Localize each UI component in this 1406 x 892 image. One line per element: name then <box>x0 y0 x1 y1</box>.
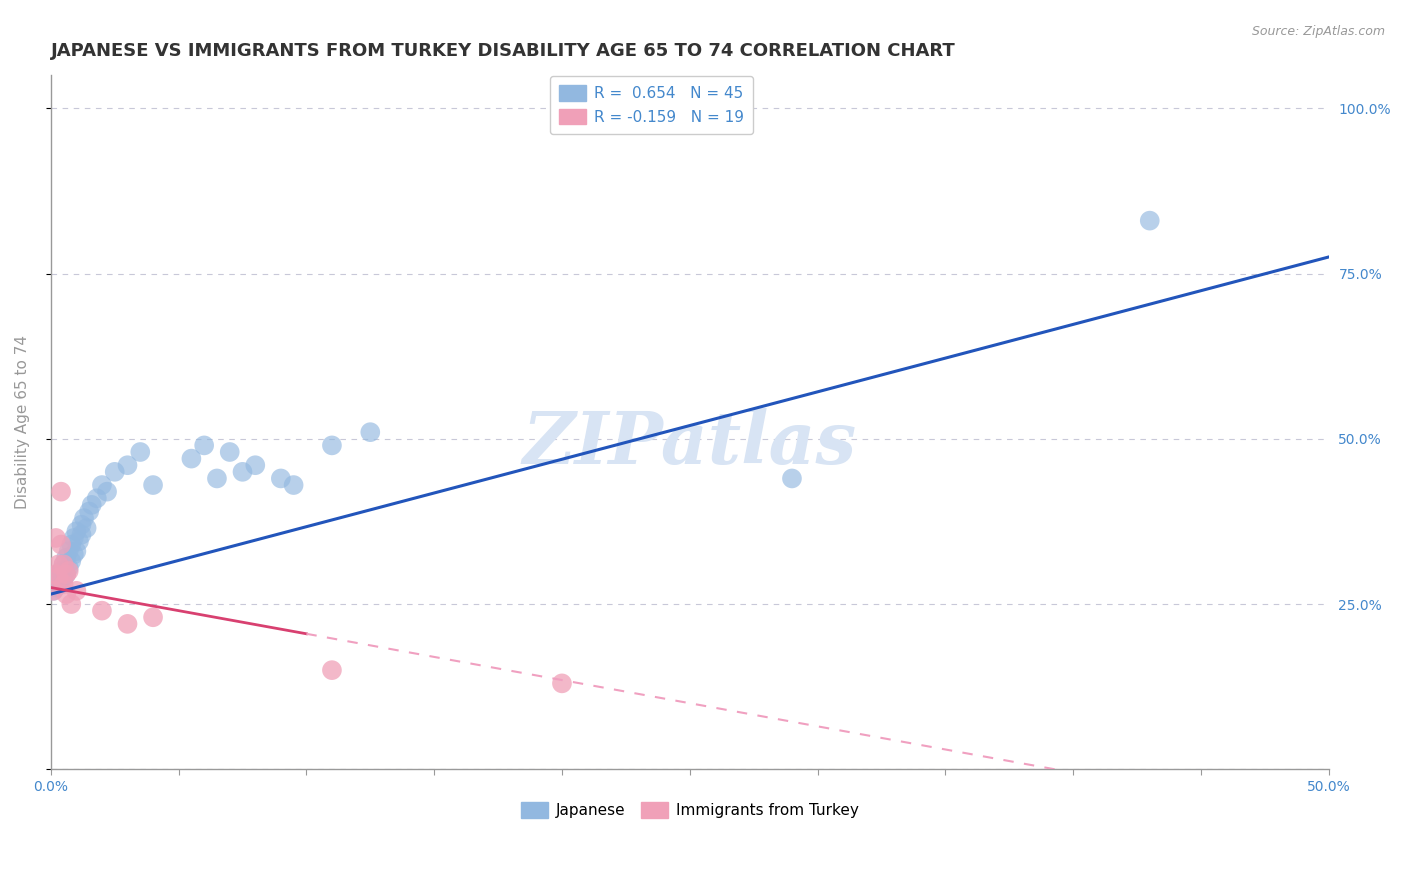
Point <box>60 537 83 551</box>
Point <box>80 498 103 512</box>
Point <box>73 511 96 525</box>
Point <box>231 465 253 479</box>
Point <box>58 544 80 558</box>
Point <box>180 451 202 466</box>
Point <box>65 524 87 539</box>
Point <box>52 558 75 572</box>
Point <box>65 583 87 598</box>
Point <box>60 554 83 568</box>
Point <box>359 425 381 439</box>
Point <box>45 531 67 545</box>
Point <box>321 663 343 677</box>
Point <box>63 548 86 562</box>
Point <box>49 484 72 499</box>
Point <box>48 567 70 582</box>
Point <box>49 537 72 551</box>
Point <box>55 550 77 565</box>
Point <box>52 577 75 591</box>
Point <box>49 564 72 578</box>
Point <box>117 616 139 631</box>
Text: Source: ZipAtlas.com: Source: ZipAtlas.com <box>1251 25 1385 38</box>
Point <box>91 604 114 618</box>
Legend: Japanese, Immigrants from Turkey: Japanese, Immigrants from Turkey <box>515 796 865 824</box>
Point <box>52 571 75 585</box>
Point <box>117 458 139 473</box>
Y-axis label: Disability Age 65 to 74: Disability Age 65 to 74 <box>15 335 30 509</box>
Point <box>63 531 86 545</box>
Point <box>1139 213 1161 227</box>
Point <box>70 527 93 541</box>
Point <box>52 558 75 572</box>
Point <box>55 587 77 601</box>
Point <box>205 471 228 485</box>
Point <box>86 491 108 506</box>
Point <box>142 610 165 624</box>
Point <box>96 484 118 499</box>
Point <box>77 504 100 518</box>
Point <box>48 558 70 572</box>
Point <box>193 438 215 452</box>
Point <box>780 471 803 485</box>
Point <box>76 521 98 535</box>
Point <box>283 478 305 492</box>
Point <box>129 445 152 459</box>
Point <box>45 581 67 595</box>
Point <box>45 567 67 582</box>
Point <box>55 567 77 582</box>
Point <box>60 597 83 611</box>
Point <box>65 544 87 558</box>
Text: ZIPatlas: ZIPatlas <box>523 408 856 479</box>
Point <box>91 478 114 492</box>
Point <box>245 458 267 473</box>
Text: JAPANESE VS IMMIGRANTS FROM TURKEY DISABILITY AGE 65 TO 74 CORRELATION CHART: JAPANESE VS IMMIGRANTS FROM TURKEY DISAB… <box>51 42 956 60</box>
Point <box>67 534 90 549</box>
Point <box>321 438 343 452</box>
Point <box>270 471 292 485</box>
Point <box>104 465 127 479</box>
Point <box>42 583 65 598</box>
Point <box>58 564 80 578</box>
Point <box>48 571 70 585</box>
Point <box>70 517 93 532</box>
Point <box>48 577 70 591</box>
Point <box>42 583 65 598</box>
Point <box>58 560 80 574</box>
Point <box>45 574 67 588</box>
Point <box>142 478 165 492</box>
Point <box>55 567 77 582</box>
Point <box>551 676 574 690</box>
Point <box>49 574 72 588</box>
Point <box>218 445 240 459</box>
